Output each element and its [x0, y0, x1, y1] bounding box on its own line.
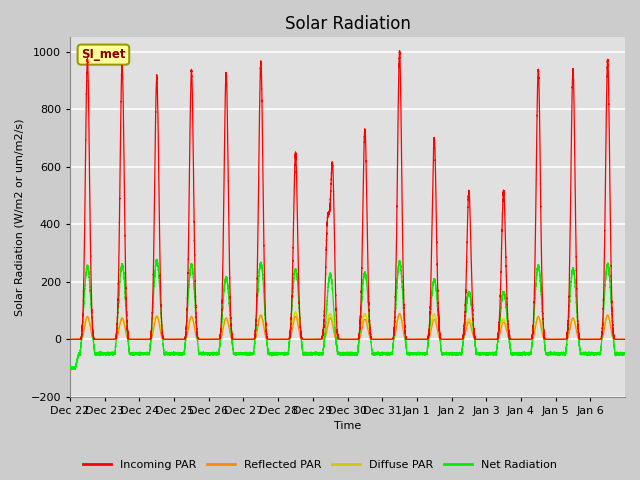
Text: SI_met: SI_met	[81, 48, 125, 61]
Y-axis label: Solar Radiation (W/m2 or um/m2/s): Solar Radiation (W/m2 or um/m2/s)	[15, 119, 25, 316]
Title: Solar Radiation: Solar Radiation	[285, 15, 410, 33]
X-axis label: Time: Time	[334, 421, 361, 432]
Legend: Incoming PAR, Reflected PAR, Diffuse PAR, Net Radiation: Incoming PAR, Reflected PAR, Diffuse PAR…	[79, 456, 561, 474]
